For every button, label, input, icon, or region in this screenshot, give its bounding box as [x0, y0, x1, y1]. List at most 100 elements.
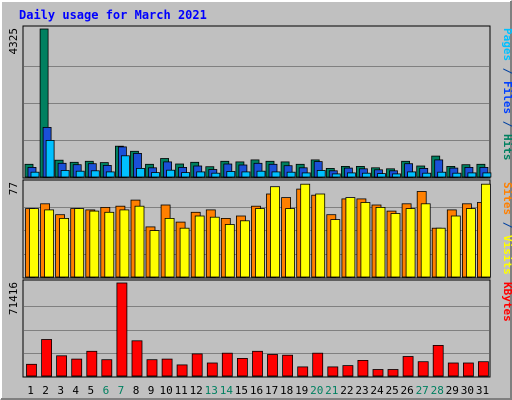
bar-hits-day-21: [331, 173, 341, 178]
bar-kbytes-day-17: [267, 354, 278, 377]
day-label: 18: [280, 384, 293, 397]
bar-visits-day-20: [315, 193, 326, 278]
bar-visits-day-19: [300, 183, 311, 278]
plot-area: [22, 25, 491, 179]
bar-kbytes-day-25: [387, 369, 399, 377]
bar-visits-day-26: [405, 208, 416, 278]
y-max-label: 4325: [7, 28, 20, 55]
bar-visits-day-29: [450, 215, 461, 278]
day-label: 12: [190, 384, 203, 397]
bar-visits-day-21: [330, 219, 341, 278]
bar-visits-day-23: [360, 202, 371, 278]
bar-visits-day-31: [480, 183, 491, 278]
bar-visits-day-3: [59, 217, 69, 278]
legend-entry: /: [501, 215, 512, 235]
bar-kbytes-day-12: [191, 353, 203, 377]
bar-hits-day-11: [181, 172, 191, 178]
panel-hits: 4325 Pages / Files / Hits: [7, 25, 512, 179]
bar-visits-day-8: [134, 205, 145, 278]
bar-kbytes-day-29: [447, 362, 459, 377]
bar-kbytes-day-27: [417, 361, 429, 377]
day-label: 11: [175, 384, 188, 397]
bar-kbytes-day-6: [101, 359, 113, 377]
bar-hits-day-19: [301, 172, 311, 178]
bar-hits-day-1: [30, 171, 40, 178]
bar-hits-day-10: [166, 169, 176, 178]
bar-hits-day-3: [60, 170, 70, 178]
bar-hits-day-9: [151, 172, 160, 178]
bar-visits-day-14: [224, 224, 235, 278]
panels: 4325 Pages / Files / Hits 77 Sites / Visits…: [7, 25, 512, 378]
bar-visits-day-6: [104, 211, 115, 278]
legend-entry: Hits: [501, 134, 512, 161]
bar-kbytes-day-3: [56, 355, 67, 377]
bar-hits-day-16: [256, 170, 266, 178]
bar-visits-day-22: [345, 197, 356, 278]
bar-visits-day-9: [149, 230, 160, 278]
bar-hits-day-28: [437, 171, 447, 178]
day-label: 28: [431, 384, 444, 397]
bar-kbytes-day-30: [462, 362, 474, 377]
bar-hits-day-22: [346, 172, 356, 178]
bar-hits-day-4: [75, 170, 85, 178]
bar-kbytes-day-10: [161, 358, 173, 377]
bar-hits-day-23: [361, 172, 371, 178]
bar-kbytes-day-24: [372, 369, 384, 377]
bar-hits-day-31: [482, 172, 492, 178]
day-label: 17: [265, 384, 278, 397]
bar-visits-day-30: [465, 208, 476, 278]
legend-entry: Files: [501, 81, 512, 114]
bar-hits-day-25: [392, 173, 401, 178]
bar-kbytes-day-22: [342, 365, 354, 377]
bar-visits-day-12: [194, 215, 205, 278]
bar-kbytes-day-1: [26, 363, 37, 377]
day-label: 1: [27, 384, 34, 397]
bar-visits-day-10: [164, 217, 175, 278]
bar-visits-day-5: [89, 210, 100, 278]
day-label: 6: [103, 384, 110, 397]
bar-hits-day-17: [271, 171, 281, 178]
bar-kbytes-day-18: [282, 354, 294, 377]
legend-hits: Pages / Files / Hits: [501, 28, 512, 161]
bar-kbytes-day-23: [357, 359, 369, 377]
bar-kbytes-day-28: [432, 344, 444, 377]
bar-hits-day-7: [121, 155, 130, 178]
bar-kbytes-day-5: [86, 350, 98, 377]
day-label: 31: [476, 384, 489, 397]
bar-kbytes-day-9: [146, 359, 158, 377]
day-label: 5: [87, 384, 94, 397]
day-label: 24: [370, 384, 384, 397]
bar-visits-day-15: [239, 220, 250, 278]
legend-entry: /: [501, 114, 512, 134]
day-label: 21: [325, 384, 338, 397]
bar-visits-day-27: [420, 203, 431, 278]
legend-entry: Pages: [501, 28, 512, 61]
bar-visits-day-11: [179, 227, 190, 278]
bar-visits-day-1: [29, 208, 39, 278]
bar-kbytes-day-2: [41, 339, 52, 377]
legend-kbytes: KBytes: [501, 282, 512, 322]
bar-hits-day-8: [136, 167, 145, 178]
day-label: 7: [118, 384, 125, 397]
day-label: 22: [340, 384, 353, 397]
day-labels: 1 2 3 4 5 6 7 8 9 10 11 12 13 14 15 16 17 18 19 20 21 22 23 24 2…: [27, 384, 489, 397]
bar-hits-day-18: [286, 171, 296, 178]
bar-visits-day-13: [209, 216, 220, 278]
day-label: 3: [57, 384, 64, 397]
bar-hits-day-2: [45, 139, 55, 178]
legend-entry: Visits: [501, 235, 512, 275]
legend-entry: /: [501, 61, 512, 81]
day-label: 30: [461, 384, 474, 397]
day-label: 10: [159, 384, 172, 397]
y-max-label: 77: [7, 182, 20, 195]
bar-visits-day-7: [119, 209, 130, 278]
bar-hits-day-6: [105, 171, 115, 178]
bar-hits-day-13: [211, 172, 221, 178]
chart-title: Daily usage for March 2021: [19, 8, 207, 22]
legend-entry: Sites: [501, 182, 512, 215]
bar-visits-day-16: [255, 208, 265, 278]
bar-hits-day-12: [196, 171, 206, 178]
bar-kbytes-day-11: [176, 364, 188, 377]
bar-hits-day-14: [226, 171, 236, 178]
